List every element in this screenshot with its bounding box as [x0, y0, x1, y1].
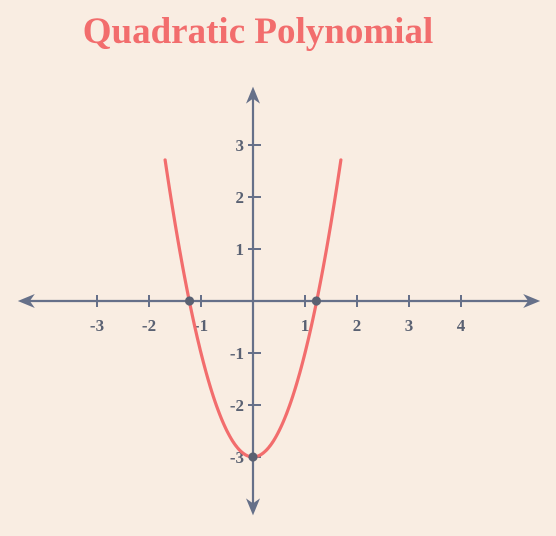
y-tick-label: -1	[230, 344, 244, 363]
chart-title: Quadratic Polynomial	[82, 11, 434, 52]
axes	[17, 86, 541, 516]
y-tick-label: 1	[236, 240, 245, 259]
x-tick-label: -3	[90, 316, 104, 335]
points-layer	[184, 296, 322, 462]
x-tick-label: -1	[194, 316, 208, 335]
x-tick-label: 3	[405, 316, 414, 335]
x-tick-label: 2	[353, 316, 362, 335]
y-axis-arrow-bottom	[246, 498, 260, 516]
y-tick-label: 3	[236, 136, 245, 155]
data-point	[184, 296, 195, 306]
y-axis-arrow-top	[246, 86, 260, 104]
x-tick-label: -2	[142, 316, 156, 335]
y-tick-label: -2	[230, 396, 244, 415]
x-tick-label: 1	[301, 316, 310, 335]
x-tick-label: 4	[457, 316, 466, 335]
x-axis-arrow-left	[17, 294, 35, 308]
y-tick-label: 2	[236, 188, 245, 207]
data-point	[311, 296, 322, 306]
data-point	[248, 452, 258, 462]
x-axis-arrow-right	[523, 294, 541, 308]
